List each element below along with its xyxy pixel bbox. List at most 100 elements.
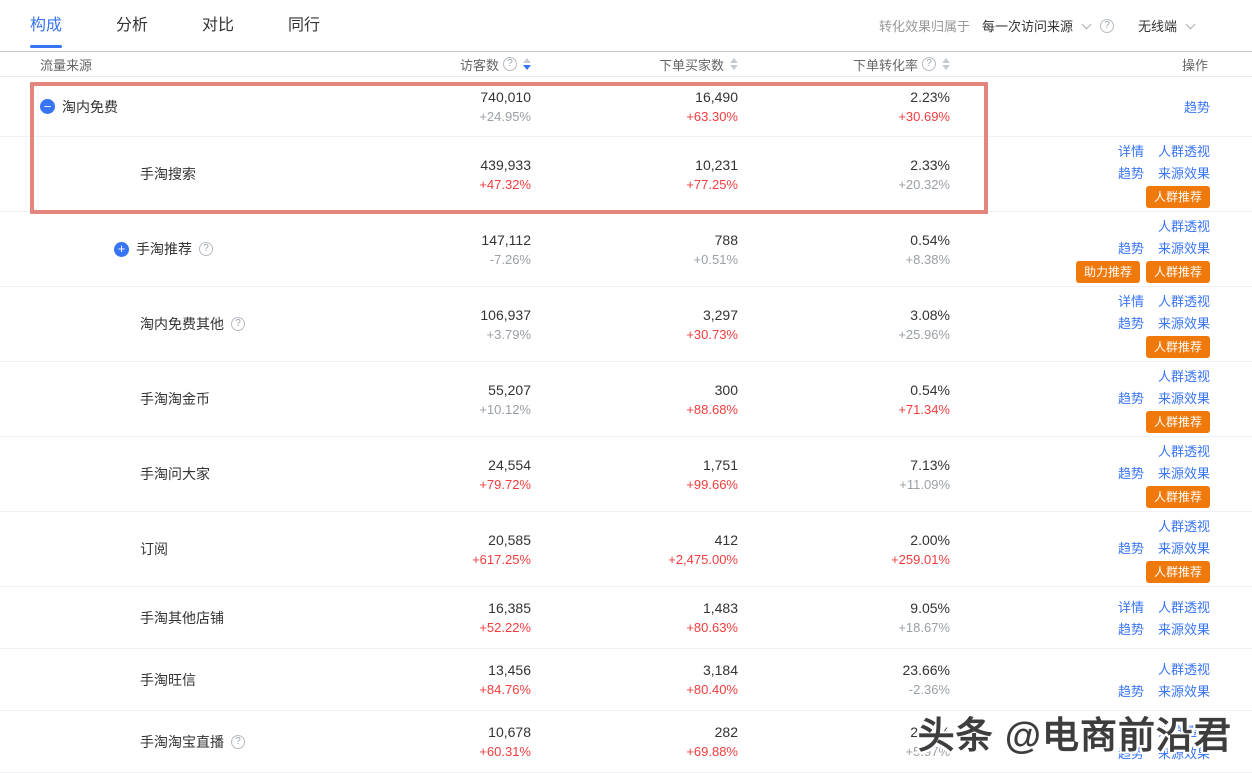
col-visitors-label: 访客数 (459, 57, 499, 73)
conversion-value: 3.08% (910, 306, 950, 323)
conversion-cell: 9.05% +18.67% (738, 600, 950, 635)
buyers-cell: 1,751 +99.66% (531, 457, 738, 492)
conversion-value: 0.54% (910, 381, 950, 398)
promo-badge-button[interactable]: 助力推荐 (1075, 260, 1140, 283)
promo-badge-button[interactable]: 人群推荐 (1145, 335, 1210, 358)
actions-cell: 人群透视 趋势 来源效果 (950, 721, 1252, 762)
promo-badge-button[interactable]: 人群推荐 (1145, 410, 1210, 433)
action-link[interactable]: 来源效果 (1157, 465, 1210, 481)
buyers-delta: +0.51% (693, 251, 738, 267)
action-link[interactable]: 趋势 (1117, 240, 1144, 256)
action-link[interactable]: 来源效果 (1157, 390, 1210, 406)
action-link[interactable]: 趋势 (1117, 315, 1144, 331)
action-link[interactable]: 详情 (1117, 600, 1144, 615)
action-link[interactable]: 人群透视 (1157, 143, 1210, 159)
chevron-down-icon[interactable] (1185, 19, 1196, 29)
action-link[interactable]: 趋势 (1183, 100, 1210, 115)
expand-icon[interactable] (114, 241, 129, 257)
buyers-value: 3,184 (702, 662, 738, 678)
action-link[interactable]: 人群透视 (1157, 368, 1210, 384)
source-help-icon[interactable] (231, 317, 245, 331)
action-link[interactable]: 来源效果 (1157, 746, 1210, 761)
action-link[interactable]: 来源效果 (1157, 622, 1210, 637)
source-cell: 手淘问大家 (0, 464, 330, 484)
action-link[interactable]: 来源效果 (1157, 165, 1210, 181)
buyers-cell: 282 +69.88% (531, 724, 738, 759)
action-link[interactable]: 人群透视 (1157, 518, 1210, 534)
tab-composition[interactable]: 构成 (30, 1, 63, 51)
source-cell: 手淘其他店铺 (0, 608, 330, 628)
action-link[interactable]: 人群透视 (1157, 724, 1210, 739)
action-link[interactable]: 趋势 (1117, 684, 1144, 699)
action-link[interactable]: 趋势 (1117, 622, 1144, 637)
source-name: 手淘其他店铺 (140, 609, 224, 626)
buyers-delta: +80.40% (686, 682, 738, 697)
visitors-cell: 740,010 +24.95% (330, 89, 531, 124)
action-link[interactable]: 来源效果 (1157, 240, 1210, 256)
promo-badge-button[interactable]: 人群推荐 (1145, 185, 1210, 208)
action-link[interactable]: 来源效果 (1157, 540, 1210, 556)
conversion-value: 23.66% (902, 662, 950, 678)
attribution-help-icon[interactable] (1099, 18, 1114, 33)
col-conversion-label: 下单转化率 (852, 57, 918, 73)
source-name: 订阅 (140, 541, 168, 557)
attribution-select[interactable]: 每一次访问来源 (981, 19, 1073, 34)
col-actions-label: 操作 (1181, 57, 1208, 73)
action-link[interactable]: 详情 (1117, 293, 1144, 309)
visitors-cell: 16,385 +52.22% (330, 600, 531, 635)
chevron-down-icon[interactable] (1081, 19, 1092, 29)
visitors-delta: +617.25% (472, 551, 531, 567)
action-link[interactable]: 人群透视 (1157, 600, 1210, 615)
visitors-sort-icon[interactable] (523, 58, 531, 70)
visitors-help-icon[interactable] (503, 57, 517, 71)
action-link[interactable]: 来源效果 (1157, 315, 1210, 331)
attribution-label: 转化效果归属于 (878, 19, 970, 34)
tabs: 构成 分析 对比 同行 (30, 1, 320, 51)
buyers-value: 3,297 (702, 306, 738, 323)
collapse-icon[interactable] (40, 99, 55, 114)
promo-badge-button[interactable]: 人群推荐 (1145, 485, 1210, 508)
buyers-sort-icon[interactable] (730, 58, 738, 70)
table-row: 手淘搜索 439,933 +47.32% 10,231 +77.25% 2.33… (0, 137, 1252, 212)
action-link[interactable]: 人群透视 (1157, 662, 1210, 677)
source-help-icon[interactable] (199, 242, 213, 256)
action-link[interactable]: 人群透视 (1157, 293, 1210, 309)
promo-badge-button[interactable]: 人群推荐 (1145, 560, 1210, 583)
buyers-delta: +77.25% (686, 176, 738, 192)
table-row: 手淘问大家 24,554 +79.72% 1,751 +99.66% 7.13%… (0, 437, 1252, 512)
conversion-sort-icon[interactable] (942, 58, 950, 70)
action-link[interactable]: 来源效果 (1157, 684, 1210, 699)
action-link[interactable]: 趋势 (1117, 540, 1144, 556)
actions-cell: 人群透视 趋势 来源效果 助力推荐 人群推荐 (950, 216, 1252, 283)
action-link[interactable]: 趋势 (1117, 165, 1144, 181)
buyers-value: 788 (714, 231, 738, 248)
action-link[interactable]: 趋势 (1117, 465, 1144, 481)
col-visitors: 访客数 (330, 55, 531, 74)
action-link[interactable]: 趋势 (1117, 390, 1144, 406)
conversion-cell: 2.00% +259.01% (738, 532, 950, 567)
visitors-delta: +47.32% (479, 176, 531, 192)
visitors-value: 20,585 (488, 531, 531, 548)
source-name: 手淘推荐 (136, 241, 192, 257)
promo-badge-button[interactable]: 人群推荐 (1145, 260, 1210, 283)
visitors-cell: 439,933 +47.32% (330, 157, 531, 192)
tab-compare[interactable]: 对比 (202, 16, 235, 34)
source-cell: 手淘搜索 (0, 164, 330, 184)
action-link[interactable]: 详情 (1117, 143, 1144, 159)
conversion-delta: -2.36% (908, 682, 950, 697)
terminal-select[interactable]: 无线端 (1137, 19, 1177, 34)
source-name: 淘内免费 (62, 98, 118, 115)
source-help-icon[interactable] (231, 734, 245, 749)
action-link[interactable]: 人群透视 (1157, 218, 1210, 234)
action-link[interactable]: 人群透视 (1157, 443, 1210, 459)
conversion-value: 2.00% (910, 531, 950, 548)
buyers-delta: +2,475.00% (668, 551, 738, 567)
source-cell: 手淘旺信 (0, 670, 330, 690)
table-row: 淘内免费 740,010 +24.95% 16,490 +63.30% 2.23… (0, 77, 1252, 137)
action-link[interactable]: 趋势 (1117, 746, 1144, 761)
tab-peers[interactable]: 同行 (288, 16, 321, 34)
conversion-delta: +30.69% (898, 109, 950, 124)
buyers-delta: +80.63% (686, 620, 738, 635)
conversion-help-icon[interactable] (922, 57, 936, 71)
tab-analysis[interactable]: 分析 (116, 16, 149, 34)
